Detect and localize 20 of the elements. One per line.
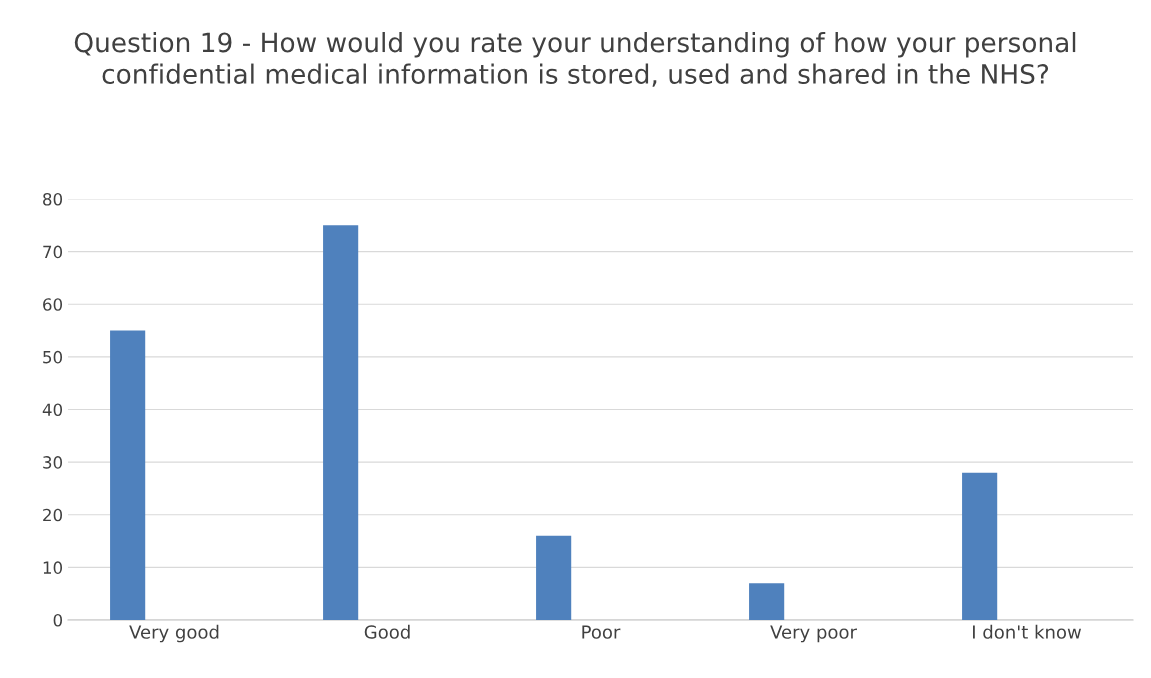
bar [749,583,785,620]
x-tick-label: Very poor [770,625,857,643]
x-tick-label: Good [364,624,410,639]
y-tick-label: 30 [43,456,63,469]
chart-title: Question 19 - How would you rate your understanding of how your personal confidential medical information is stored, used and shared in the NHS? [74,32,1076,87]
y-tick-label: 70 [43,245,63,259]
y-tick-label: 60 [43,298,63,311]
y-tick-label: 50 [43,350,63,364]
y-tick-label: 10 [43,561,63,574]
y-tick-label: 40 [42,403,63,417]
x-tick-label: Very good [129,624,219,643]
x-tick-label: I don't know [973,624,1081,639]
x-tick-label: Poor [582,625,621,639]
y-tick-label: 0 [53,613,63,627]
bar [536,535,572,620]
y-tick-label: 80 [43,192,63,206]
bar [962,472,998,620]
y-tick-label: 20 [43,508,63,522]
bar [110,330,146,620]
bar [323,225,359,620]
